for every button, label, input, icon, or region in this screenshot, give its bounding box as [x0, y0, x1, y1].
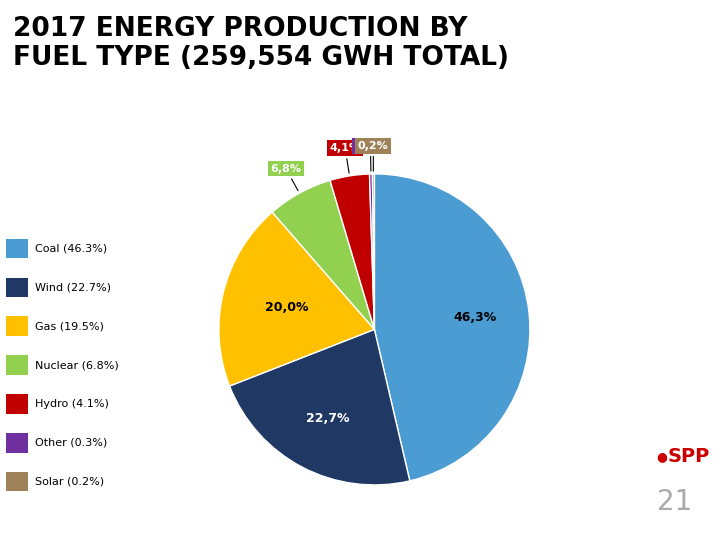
FancyBboxPatch shape	[6, 278, 28, 297]
Text: 4,1%: 4,1%	[330, 143, 361, 173]
FancyBboxPatch shape	[6, 316, 28, 336]
Wedge shape	[330, 174, 374, 329]
Text: 22,7%: 22,7%	[305, 413, 349, 426]
FancyBboxPatch shape	[6, 472, 28, 491]
Wedge shape	[369, 174, 374, 329]
Text: Wind (22.7%): Wind (22.7%)	[35, 282, 111, 292]
Wedge shape	[219, 212, 374, 386]
Text: ●: ●	[656, 450, 667, 463]
Text: 46,3%: 46,3%	[453, 312, 497, 325]
Text: SPP: SPP	[667, 447, 710, 466]
Wedge shape	[230, 329, 410, 485]
Text: 2017 ENERGY PRODUCTION BY
FUEL TYPE (259,554 GWH TOTAL): 2017 ENERGY PRODUCTION BY FUEL TYPE (259…	[13, 16, 508, 71]
Wedge shape	[272, 180, 374, 329]
Text: Solar (0.2%): Solar (0.2%)	[35, 477, 104, 487]
Text: 20,0%: 20,0%	[265, 301, 309, 314]
Text: 21: 21	[657, 488, 693, 516]
FancyBboxPatch shape	[6, 355, 28, 375]
Text: 0,3%: 0,3%	[355, 141, 386, 171]
Wedge shape	[374, 174, 530, 481]
Text: Hydro (4.1%): Hydro (4.1%)	[35, 399, 109, 409]
Text: 6,8%: 6,8%	[271, 164, 302, 191]
Text: Other (0.3%): Other (0.3%)	[35, 438, 107, 448]
Text: Gas (19.5%): Gas (19.5%)	[35, 321, 104, 331]
Text: 0,2%: 0,2%	[358, 141, 389, 171]
FancyBboxPatch shape	[6, 239, 28, 258]
FancyBboxPatch shape	[6, 394, 28, 414]
Text: Coal (46.3%): Coal (46.3%)	[35, 244, 107, 253]
Text: Nuclear (6.8%): Nuclear (6.8%)	[35, 360, 118, 370]
FancyBboxPatch shape	[6, 433, 28, 453]
Wedge shape	[372, 174, 374, 329]
